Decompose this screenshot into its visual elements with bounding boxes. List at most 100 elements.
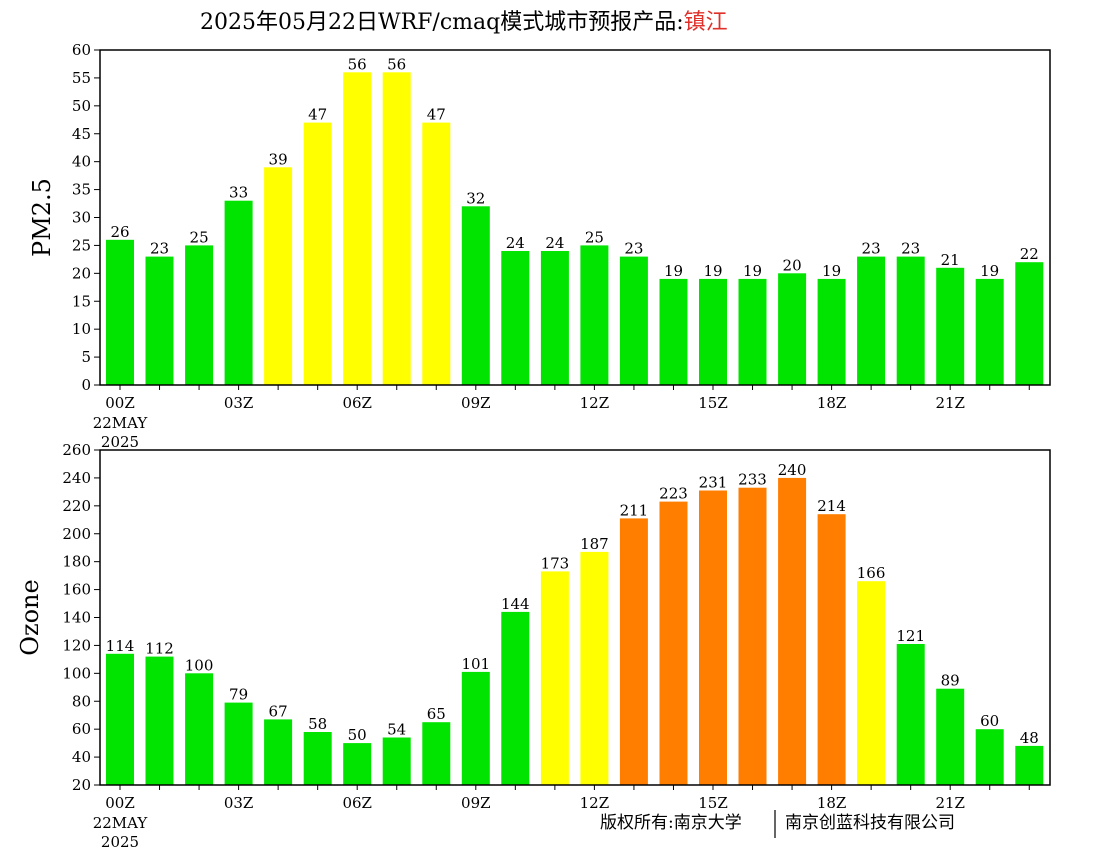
ozone-bar bbox=[738, 487, 767, 785]
ozone-xtick-label: 09Z bbox=[461, 794, 491, 812]
pm25-bar bbox=[817, 278, 846, 385]
pm25-value-label: 19 bbox=[822, 262, 841, 280]
ozone-bar bbox=[778, 477, 807, 785]
ozone-bar bbox=[501, 611, 530, 785]
ozone-ytick-label: 200 bbox=[62, 525, 91, 543]
pm25-ytick-label: 50 bbox=[72, 97, 91, 115]
ozone-value-label: 89 bbox=[941, 672, 960, 690]
pm25-xtick-label: 15Z bbox=[698, 394, 728, 412]
pm25-xtick-label: 06Z bbox=[342, 394, 372, 412]
ozone-value-label: 60 bbox=[980, 712, 999, 730]
pm25-xtick-label: 12Z bbox=[580, 394, 610, 412]
ozone-bar bbox=[817, 514, 846, 785]
pm25-bar bbox=[896, 256, 925, 385]
ozone-bar bbox=[896, 644, 925, 785]
ozone-ytick-label: 260 bbox=[62, 441, 91, 459]
ozone-value-label: 48 bbox=[1020, 729, 1039, 747]
pm25-ytick-label: 40 bbox=[72, 153, 91, 171]
ozone-bar bbox=[659, 501, 688, 785]
ozone-ytick-label: 140 bbox=[62, 609, 91, 627]
pm25-value-label: 23 bbox=[862, 240, 881, 258]
pm25-value-label: 25 bbox=[585, 228, 604, 246]
pm25-chart: 26 23 25 33 39 47 56 56 47 32 24 24 25 23 19 19 19 20 19 23… bbox=[28, 41, 1051, 451]
copyright-left: 版权所有:南京大学 bbox=[600, 813, 742, 833]
pm25-value-label: 47 bbox=[427, 106, 446, 124]
pm25-bar bbox=[145, 256, 174, 385]
pm25-value-label: 33 bbox=[229, 184, 248, 202]
pm25-bar bbox=[975, 278, 1004, 385]
pm25-value-label: 32 bbox=[466, 189, 485, 207]
ozone-chart: 114 112 100 79 67 58 50 54 65 101 144 173 187 211 223 2… bbox=[16, 441, 1051, 850]
pm25-value-label: 24 bbox=[506, 234, 525, 252]
pm25-bar bbox=[936, 267, 965, 386]
ozone-bar bbox=[540, 571, 569, 785]
pm25-value-label: 21 bbox=[941, 251, 960, 269]
ozone-ytick-label: 80 bbox=[72, 692, 91, 710]
pm25-value-label: 19 bbox=[703, 262, 722, 280]
ozone-ytick-label: 60 bbox=[72, 720, 91, 738]
pm25-bar bbox=[422, 122, 451, 385]
pm25-value-label: 25 bbox=[190, 228, 209, 246]
ozone-value-label: 67 bbox=[269, 702, 288, 720]
ozone-value-label: 100 bbox=[185, 656, 214, 674]
ozone-ytick-label: 20 bbox=[72, 776, 91, 794]
ozone-value-label: 173 bbox=[541, 554, 570, 572]
pm25-y-axis-label: PM2.5 bbox=[28, 178, 56, 257]
pm25-bar bbox=[264, 167, 293, 386]
ozone-ytick-label: 40 bbox=[72, 748, 91, 766]
pm25-ytick-label: 30 bbox=[72, 209, 91, 227]
pm25-xtick-label: 21Z bbox=[935, 394, 965, 412]
ozone-value-label: 65 bbox=[427, 705, 446, 723]
pm25-bar bbox=[382, 72, 411, 386]
pm25-xtick-label: 18Z bbox=[817, 394, 847, 412]
pm25-ytick-label: 5 bbox=[81, 348, 91, 366]
pm25-xtick-sublabel: 2025 bbox=[101, 433, 139, 451]
ozone-value-label: 166 bbox=[857, 564, 886, 582]
ozone-xtick-label: 06Z bbox=[342, 794, 372, 812]
pm25-bar bbox=[343, 72, 372, 386]
ozone-y-axis-label: Ozone bbox=[16, 579, 44, 655]
pm25-ytick-label: 35 bbox=[72, 181, 91, 199]
pm25-bar bbox=[857, 256, 886, 385]
ozone-ytick-label: 100 bbox=[62, 664, 91, 682]
pm25-value-label: 23 bbox=[624, 240, 643, 258]
ozone-value-label: 101 bbox=[461, 655, 490, 673]
ozone-value-label: 214 bbox=[817, 497, 846, 515]
pm25-bar bbox=[185, 245, 214, 385]
pm25-value-label: 56 bbox=[348, 55, 367, 73]
figure-title: 2025年05月22日WRF/cmaq模式城市预报产品:镇江 bbox=[200, 10, 728, 35]
pm25-ytick-label: 60 bbox=[72, 41, 91, 59]
pm25-value-label: 56 bbox=[387, 55, 406, 73]
ozone-xtick-label: 21Z bbox=[935, 794, 965, 812]
ozone-ytick-label: 240 bbox=[62, 469, 91, 487]
pm25-ytick-label: 55 bbox=[72, 69, 91, 87]
pm25-ytick-label: 10 bbox=[72, 320, 91, 338]
pm25-ytick-label: 25 bbox=[72, 236, 91, 254]
ozone-bar bbox=[936, 688, 965, 785]
pm25-bar bbox=[106, 239, 134, 385]
pm25-bar bbox=[303, 122, 332, 385]
pm25-bar bbox=[1015, 262, 1044, 385]
ozone-bar bbox=[422, 722, 451, 785]
pm25-xtick-label: 09Z bbox=[461, 394, 491, 412]
ozone-value-label: 231 bbox=[699, 474, 728, 492]
ozone-bar bbox=[145, 656, 174, 785]
ozone-bar bbox=[303, 732, 332, 785]
ozone-bar bbox=[1015, 745, 1044, 785]
pm25-value-label: 26 bbox=[110, 223, 129, 241]
ozone-value-label: 121 bbox=[896, 627, 925, 645]
ozone-value-label: 54 bbox=[387, 721, 406, 739]
ozone-xtick-label: 15Z bbox=[698, 794, 728, 812]
pm25-ytick-label: 15 bbox=[72, 292, 91, 310]
ozone-xtick-label: 12Z bbox=[580, 794, 610, 812]
ozone-value-label: 233 bbox=[738, 471, 767, 489]
ozone-value-label: 114 bbox=[106, 637, 135, 655]
pm25-value-label: 19 bbox=[743, 262, 762, 280]
pm25-value-label: 23 bbox=[901, 240, 920, 258]
copyright-right: 南京创蓝科技有限公司 bbox=[785, 813, 955, 833]
pm25-bar bbox=[619, 256, 648, 385]
ozone-bar bbox=[106, 653, 134, 785]
pm25-value-label: 19 bbox=[664, 262, 683, 280]
ozone-xtick-sublabel: 22MAY bbox=[93, 814, 149, 832]
